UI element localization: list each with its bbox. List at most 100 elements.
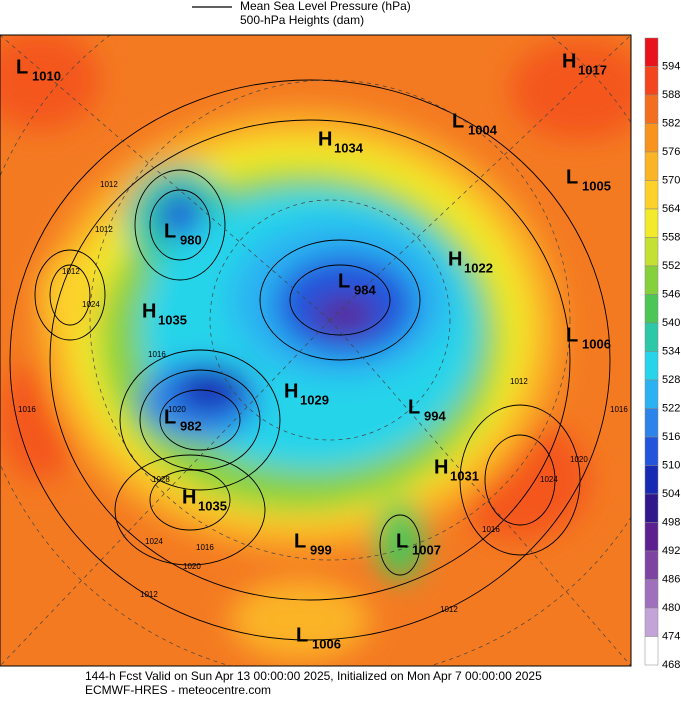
center-type: H [562, 50, 576, 72]
center-value: 1006 [312, 636, 341, 651]
center-value: 980 [180, 232, 202, 247]
center-value: 1010 [32, 68, 61, 83]
colorbar-label: 504 [662, 488, 680, 500]
isobar-label: 1012 [62, 267, 80, 276]
center-type: L [396, 530, 408, 552]
center-value: 1007 [412, 542, 441, 557]
colorbar-label: 552 [662, 260, 680, 272]
colorbar-label: 486 [662, 573, 680, 585]
colorbar-label: 540 [662, 317, 680, 329]
center-value: 1031 [450, 468, 479, 483]
colorbar-label: 576 [662, 146, 680, 158]
colorbar-label: 546 [662, 288, 680, 300]
colorbar-label: 522 [662, 402, 680, 414]
colorbar-cell [644, 123, 659, 153]
isobars [9, 79, 611, 641]
center-value: 999 [310, 542, 332, 557]
colorbar-cell [644, 379, 659, 409]
center-value: 1005 [582, 178, 611, 193]
isobar-label: 1012 [100, 180, 118, 189]
isobar-label: 1024 [145, 537, 163, 546]
center-type: L [294, 530, 306, 552]
center-type: H [318, 128, 332, 150]
colorbar-label: 594 [662, 60, 680, 72]
colorbar-cell [644, 550, 659, 580]
graticule [0, 35, 631, 666]
isobar-label: 1028 [152, 475, 170, 484]
colorbar-cell [644, 294, 659, 324]
center-type: L [452, 110, 464, 132]
legend-heights: 500-hPa Heights (dam) [240, 13, 364, 27]
isobar-label: 1020 [183, 562, 201, 571]
center-type: L [566, 324, 578, 346]
center-type: L [164, 406, 176, 428]
colorbar-cell [644, 465, 659, 495]
center-type: L [164, 220, 176, 242]
colorbar-cell [644, 493, 659, 523]
colorbar-label: 474 [662, 630, 680, 642]
colorbar-label: 534 [662, 345, 680, 357]
isobar-label: 1012 [140, 590, 158, 599]
colorbar-label: 570 [662, 174, 680, 186]
isobar-label: 1016 [148, 350, 166, 359]
footer-line2: ECMWF-HRES - meteocentre.com [85, 683, 271, 697]
colorbar-cell [644, 322, 659, 352]
isobar-label: 1016 [482, 525, 500, 534]
colorbar-cell [644, 351, 659, 381]
center-value: 1022 [464, 260, 493, 275]
colorbar-cell [644, 66, 659, 96]
colorbar-cell [644, 579, 659, 609]
colorbar-label: 582 [662, 117, 680, 129]
colorbar-cell [644, 265, 659, 295]
center-type: H [182, 486, 196, 508]
isobar-label: 1020 [570, 455, 588, 464]
isobar-label: 1016 [18, 405, 36, 414]
colorbar-label: 468 [662, 659, 680, 671]
colorbar-label: 480 [662, 602, 680, 614]
map: 1012 1012 1012 1024 1016 1020 1028 1024 1020 1016… [0, 35, 631, 666]
isobar-label: 1012 [95, 225, 113, 234]
colorbar-label: 516 [662, 431, 680, 443]
isobar-label: 1012 [440, 605, 458, 614]
colorbar-cell [644, 522, 659, 552]
center-type: H [448, 248, 462, 270]
center-value: 1017 [578, 62, 607, 77]
colorbar-cell [644, 94, 659, 124]
center-type: L [338, 270, 350, 292]
colorbar-label: 564 [662, 203, 680, 215]
colorbar-cell [644, 37, 659, 67]
colorbar-label: 528 [662, 374, 680, 386]
legend-pressure: Mean Sea Level Pressure (hPa) [240, 0, 411, 13]
colorbar-cell [644, 180, 659, 210]
center-value: 1029 [300, 392, 329, 407]
colorbar-label: 510 [662, 459, 680, 471]
isobar-label: 1016 [610, 405, 628, 414]
colorbar-cell [644, 151, 659, 181]
center-type: L [408, 396, 420, 418]
colorbar-cell [644, 237, 659, 267]
center-type: L [296, 624, 308, 646]
isobar-label: 1016 [196, 543, 214, 552]
colorbar-cell [644, 208, 659, 238]
isobar-label: 1024 [82, 300, 100, 309]
center-type: H [434, 456, 448, 478]
center-value: 1034 [334, 140, 364, 155]
center-value: 1035 [158, 312, 187, 327]
isobar-label: 1020 [168, 405, 186, 414]
center-value: 1006 [582, 336, 611, 351]
colorbar-cell [644, 607, 659, 637]
colorbar-label: 492 [662, 545, 680, 557]
center-type: H [142, 300, 156, 322]
colorbar-cell [644, 408, 659, 438]
center-type: L [16, 56, 28, 78]
colorbar-label: 588 [662, 89, 680, 101]
center-value: 994 [424, 408, 446, 423]
center-value: 1035 [198, 498, 227, 513]
center-type: H [284, 380, 298, 402]
map-frame [0, 34, 632, 667]
center-value: 1004 [468, 122, 498, 137]
center-type: L [566, 166, 578, 188]
colorbar-label: 498 [662, 516, 680, 528]
colorbar-label: 558 [662, 231, 680, 243]
